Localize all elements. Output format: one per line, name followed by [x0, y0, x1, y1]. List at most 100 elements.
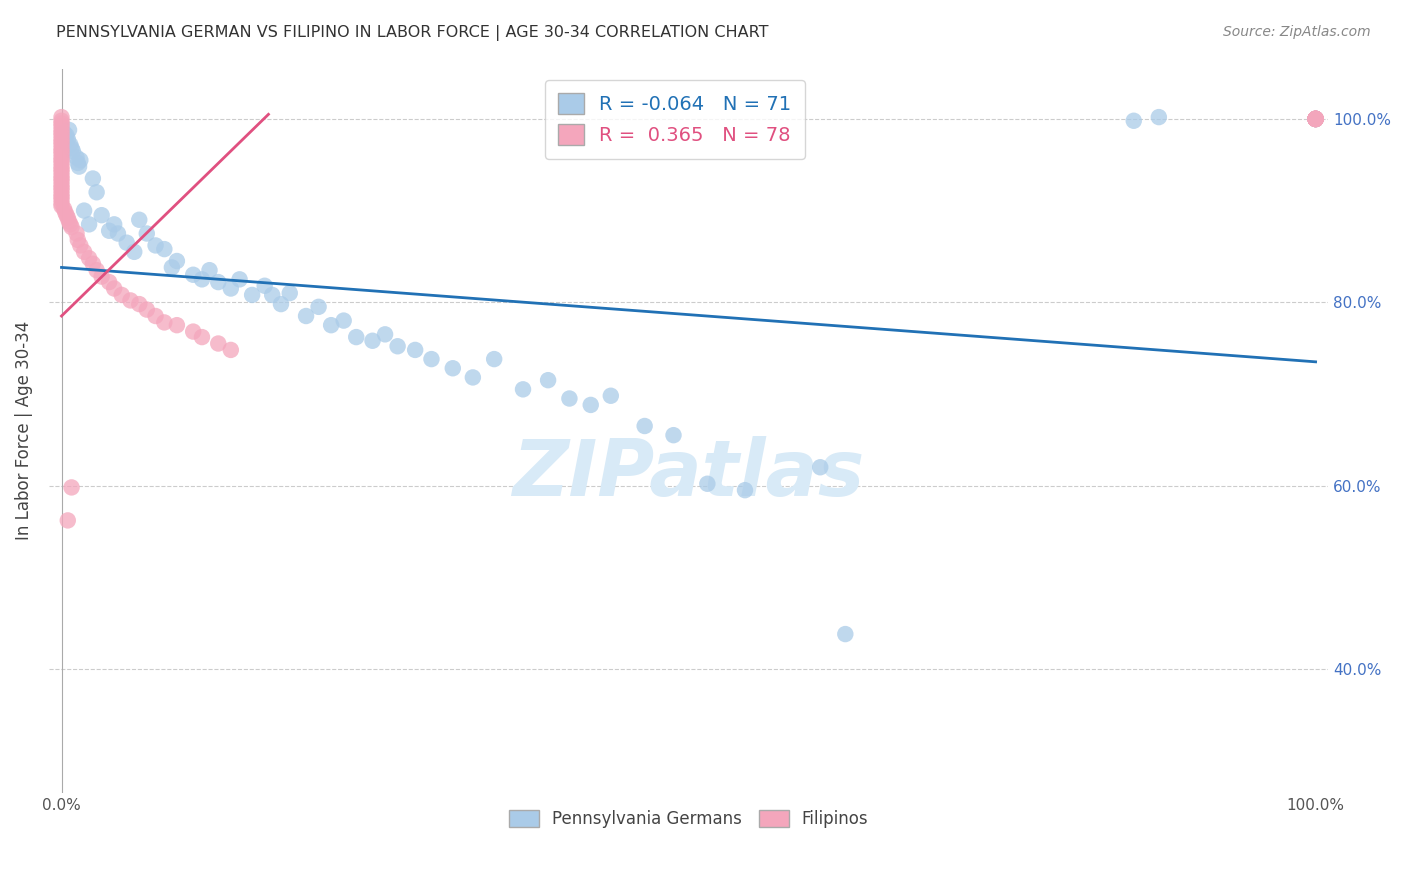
Point — [135, 302, 157, 317]
Point — [404, 343, 426, 357]
Point — [834, 627, 856, 641]
Point — [51, 169, 73, 183]
Point — [103, 218, 125, 232]
Point — [51, 123, 73, 137]
Point — [145, 309, 167, 323]
Point — [53, 135, 76, 149]
Point — [1305, 112, 1327, 126]
Point — [332, 313, 354, 327]
Point — [1305, 112, 1327, 126]
Point — [420, 352, 443, 367]
Point — [579, 398, 602, 412]
Point — [51, 132, 73, 146]
Point — [58, 123, 80, 137]
Point — [1147, 110, 1170, 124]
Point — [308, 300, 330, 314]
Point — [374, 327, 396, 342]
Point — [219, 343, 242, 357]
Point — [1305, 112, 1327, 126]
Point — [321, 318, 343, 333]
Point — [53, 126, 76, 140]
Point — [51, 156, 73, 170]
Point — [734, 483, 756, 498]
Point — [51, 171, 73, 186]
Point — [51, 128, 73, 143]
Point — [73, 203, 96, 218]
Point — [77, 252, 100, 266]
Point — [1305, 112, 1327, 126]
Point — [808, 460, 831, 475]
Point — [240, 288, 263, 302]
Point — [461, 370, 484, 384]
Point — [1305, 112, 1327, 126]
Point — [51, 120, 73, 134]
Point — [128, 297, 150, 311]
Point — [51, 160, 73, 174]
Point — [51, 190, 73, 204]
Point — [361, 334, 384, 348]
Point — [65, 150, 87, 164]
Point — [115, 235, 138, 250]
Text: PENNSYLVANIA GERMAN VS FILIPINO IN LABOR FORCE | AGE 30-34 CORRELATION CHART: PENNSYLVANIA GERMAN VS FILIPINO IN LABOR… — [56, 25, 769, 41]
Point — [86, 186, 108, 200]
Point — [1305, 112, 1327, 126]
Point — [51, 187, 73, 202]
Point — [181, 268, 204, 282]
Point — [696, 476, 718, 491]
Point — [51, 162, 73, 177]
Point — [67, 160, 90, 174]
Point — [90, 208, 112, 222]
Point — [1305, 112, 1327, 126]
Point — [51, 178, 73, 192]
Point — [51, 193, 73, 207]
Point — [1305, 112, 1327, 126]
Point — [73, 244, 96, 259]
Point — [82, 257, 104, 271]
Point — [270, 297, 292, 311]
Point — [51, 183, 73, 197]
Point — [1305, 112, 1327, 126]
Point — [387, 339, 409, 353]
Point — [166, 254, 188, 268]
Point — [1305, 112, 1327, 126]
Point — [1305, 112, 1327, 126]
Point — [51, 144, 73, 158]
Point — [82, 171, 104, 186]
Point — [60, 480, 83, 494]
Point — [207, 336, 229, 351]
Point — [166, 318, 188, 333]
Point — [51, 137, 73, 152]
Point — [295, 309, 318, 323]
Point — [1305, 112, 1327, 126]
Text: ZIPatlas: ZIPatlas — [512, 436, 865, 512]
Legend: Pennsylvania Germans, Filipinos: Pennsylvania Germans, Filipinos — [502, 804, 875, 835]
Point — [55, 128, 77, 143]
Point — [512, 382, 534, 396]
Point — [153, 242, 176, 256]
Point — [69, 153, 91, 168]
Point — [1305, 112, 1327, 126]
Point — [51, 165, 73, 179]
Point — [558, 392, 581, 406]
Point — [51, 116, 73, 130]
Point — [253, 278, 276, 293]
Point — [98, 224, 121, 238]
Point — [58, 214, 80, 228]
Point — [599, 389, 621, 403]
Point — [278, 286, 301, 301]
Point — [228, 272, 250, 286]
Point — [51, 141, 73, 155]
Point — [86, 263, 108, 277]
Point — [111, 288, 134, 302]
Point — [107, 227, 129, 241]
Point — [62, 144, 84, 158]
Point — [66, 233, 89, 247]
Point — [56, 132, 79, 146]
Point — [98, 275, 121, 289]
Point — [65, 227, 87, 241]
Point — [120, 293, 142, 308]
Point — [55, 208, 77, 222]
Point — [662, 428, 685, 442]
Point — [69, 238, 91, 252]
Point — [128, 212, 150, 227]
